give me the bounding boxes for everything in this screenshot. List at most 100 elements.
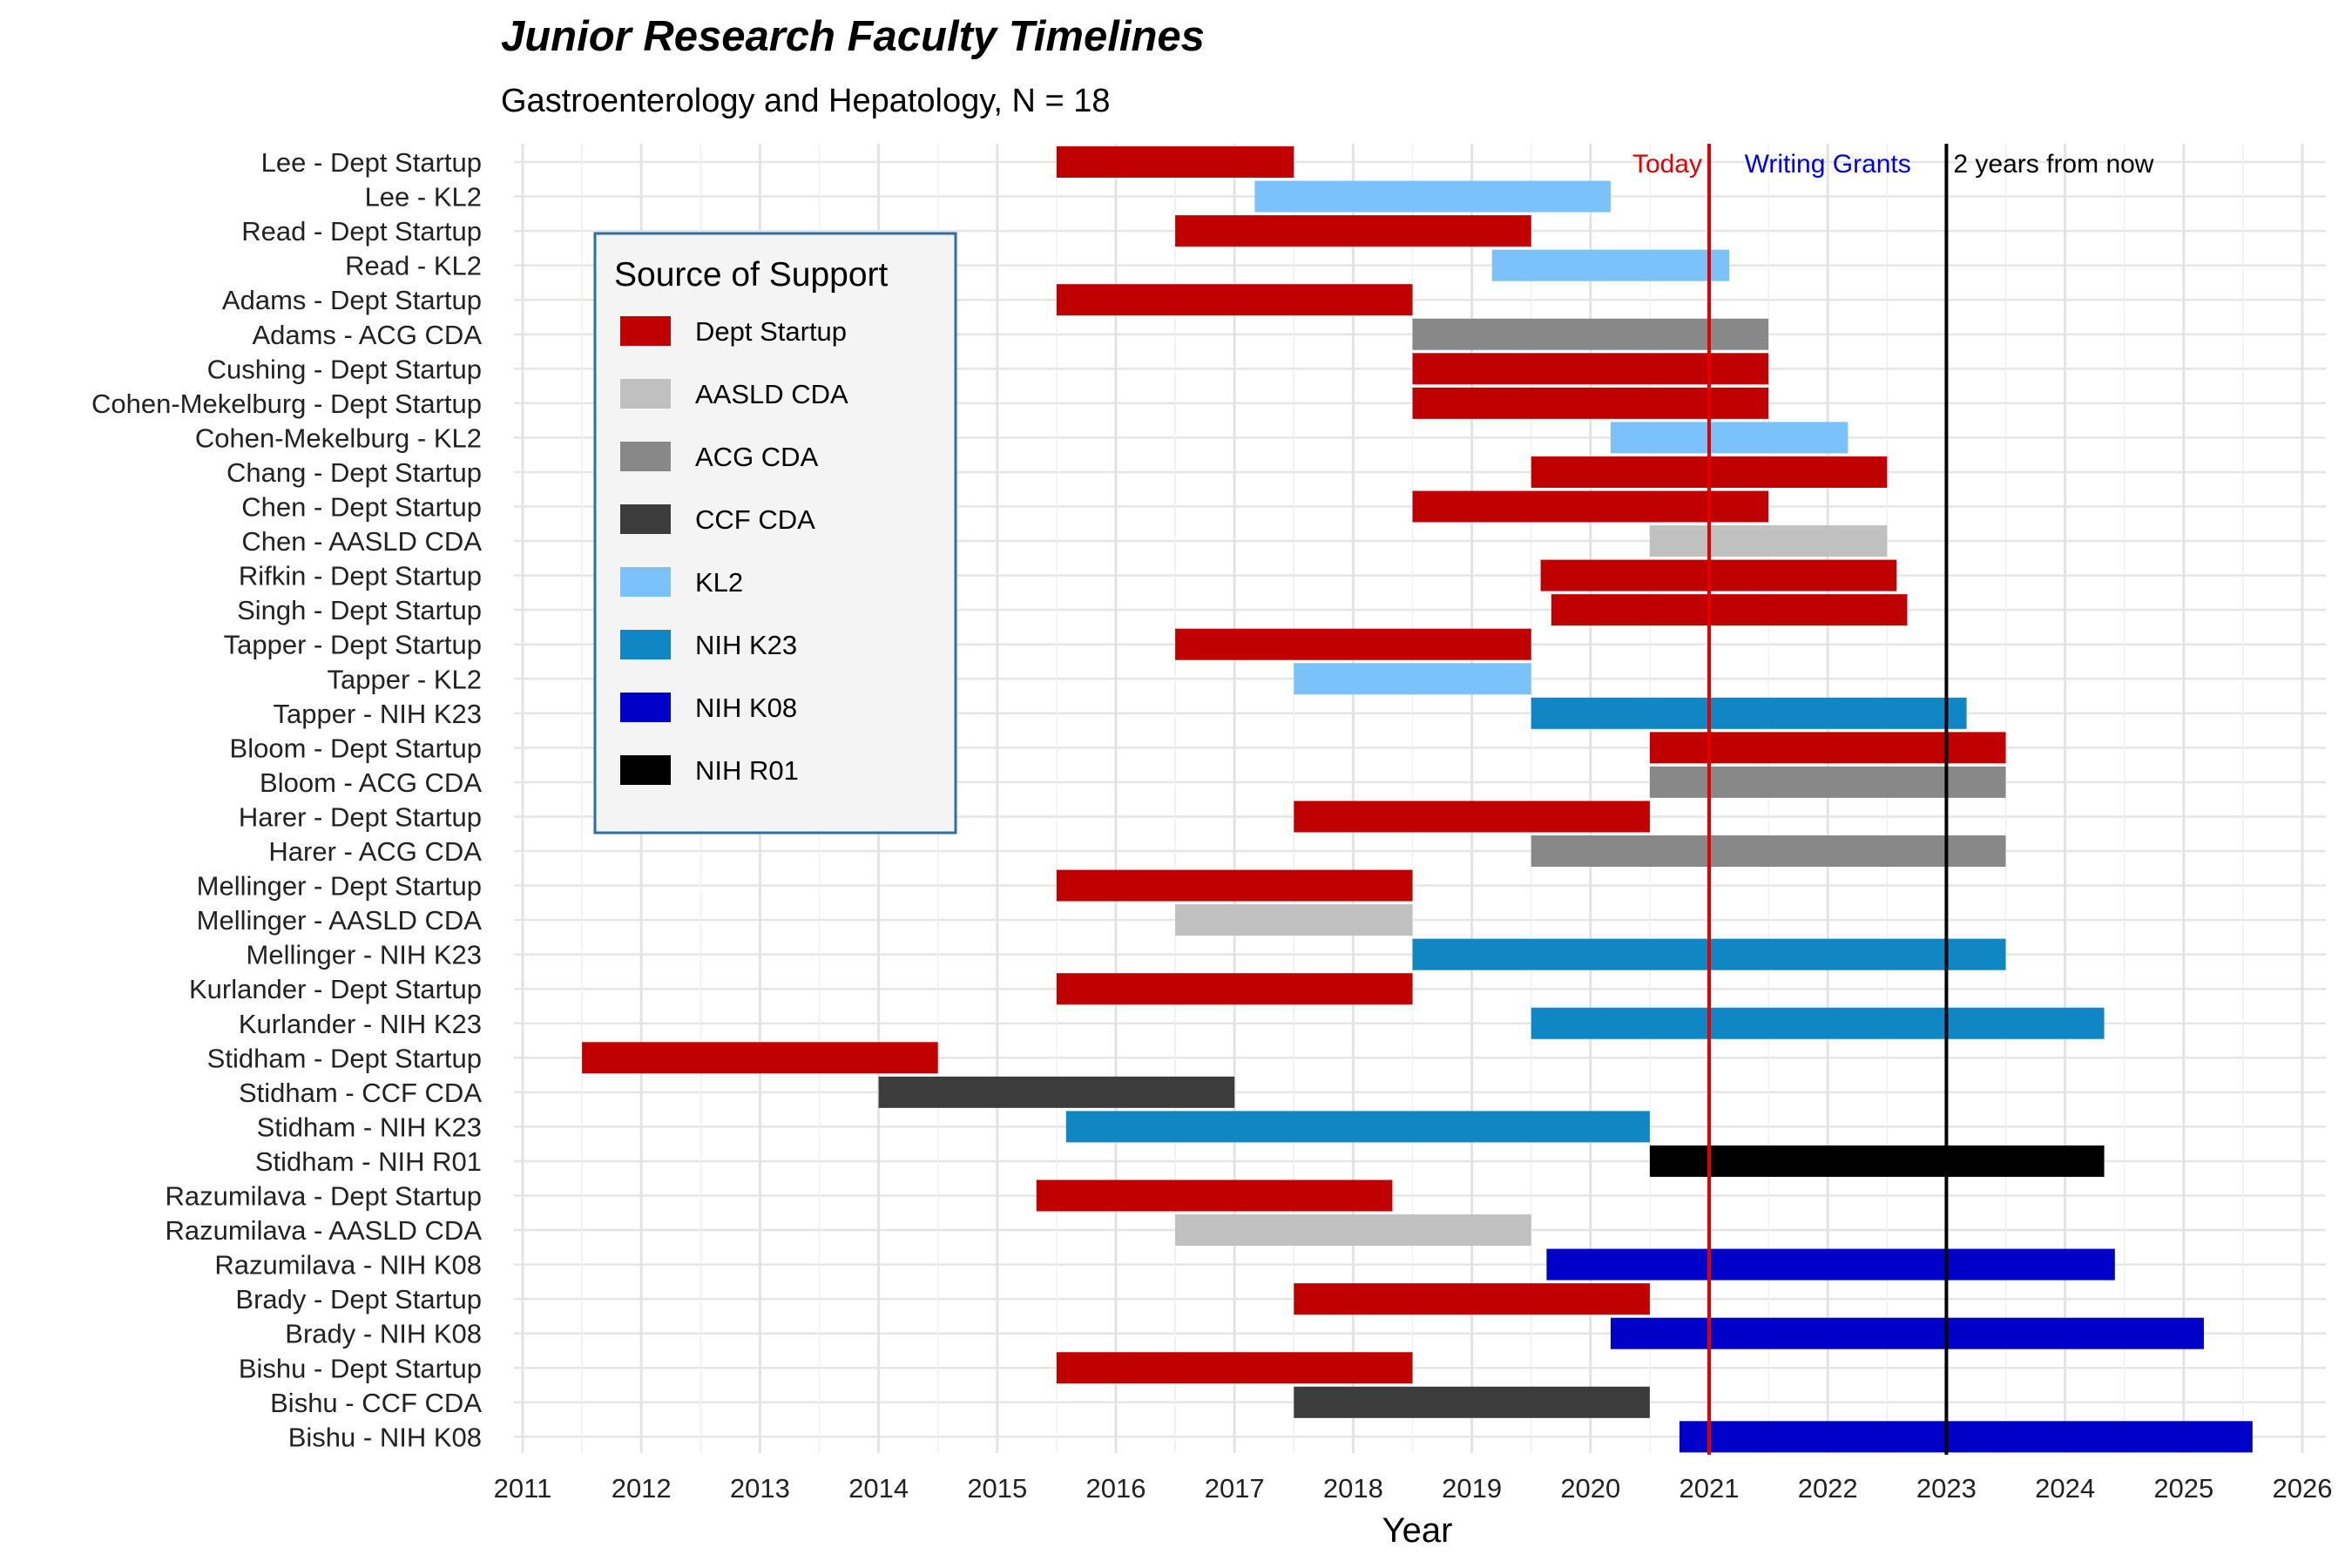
legend-label: AASLD CDA (695, 379, 848, 409)
bar-cohen-mekelburg-kl2 (1610, 422, 1848, 454)
y-tick-label: Chen - Dept Startup (241, 492, 482, 523)
bar-read-dept-startup (1175, 215, 1531, 247)
legend-title: Source of Support (614, 256, 889, 294)
y-tick-label: Bishu - Dept Startup (239, 1353, 482, 1383)
legend-swatch (620, 504, 671, 534)
bar-stidham-ccf-cda (878, 1076, 1235, 1108)
x-tick-label: 2017 (1205, 1473, 1265, 1504)
x-tick-label: 2020 (1560, 1473, 1620, 1504)
y-tick-label: Harer - Dept Startup (239, 801, 482, 832)
bar-singh-dept-startup (1551, 594, 1908, 626)
legend-swatch (620, 693, 671, 722)
legend-swatch (620, 316, 671, 346)
bar-bloom-acg-cda (1649, 766, 2006, 798)
y-tick-label: Tapper - NIH K23 (274, 699, 483, 729)
bar-adams-dept-startup (1056, 284, 1413, 316)
bar-mellinger-dept-startup (1056, 869, 1413, 902)
bar-mellinger-aasld-cda (1175, 904, 1413, 936)
x-tick-label: 2026 (2273, 1473, 2333, 1504)
today-label: Today (1632, 150, 1702, 179)
chart-title: Junior Research Faculty Timelines (501, 13, 1205, 60)
x-tick-label: 2019 (1442, 1473, 1502, 1504)
y-tick-label: Bloom - ACG CDA (260, 767, 482, 798)
y-tick-label: Lee - KL2 (365, 182, 482, 213)
y-tick-label: Bishu - NIH K08 (288, 1422, 482, 1452)
legend-label: Dept Startup (695, 316, 847, 347)
y-tick-label: Kurlander - NIH K23 (239, 1009, 482, 1039)
bar-lee-dept-startup (1056, 146, 1294, 178)
y-tick-label: Cohen-Mekelburg - Dept Startup (91, 389, 482, 419)
bar-kurlander-nih-k23 (1531, 1007, 2105, 1039)
y-tick-label: Chen - AASLD CDA (241, 526, 482, 557)
x-tick-label: 2025 (2153, 1473, 2213, 1504)
y-tick-label: Razumilava - NIH K08 (214, 1250, 482, 1281)
y-tick-label: Read - Dept Startup (241, 216, 482, 247)
y-tick-label: Chang - Dept Startup (226, 457, 482, 488)
legend-label: KL2 (695, 567, 743, 598)
y-tick-label: Tapper - KL2 (328, 664, 483, 694)
y-tick-label: Cushing - Dept Startup (207, 354, 482, 384)
y-tick-label: Brady - Dept Startup (235, 1284, 482, 1315)
x-tick-label: 2012 (612, 1473, 672, 1504)
bar-chen-dept-startup (1412, 490, 1769, 523)
y-tick-label: Stidham - NIH R01 (255, 1146, 482, 1177)
x-tick-label: 2014 (848, 1473, 909, 1504)
writing-grants-label: Writing Grants (1745, 150, 1911, 179)
legend-label: ACG CDA (695, 442, 819, 472)
bar-cohen-mekelburg-dept-startup (1412, 387, 1769, 419)
legend-label: NIH K08 (695, 693, 797, 723)
x-axis-labels: 2011 2012 2013 2014 2015 2016 2017 2018 2019 2020… (494, 1473, 2333, 1504)
bar-brady-dept-startup (1294, 1283, 1650, 1315)
y-tick-label: Adams - Dept Startup (222, 285, 482, 315)
y-tick-label: Tapper - Dept Startup (224, 630, 482, 660)
bar-lee-kl2 (1254, 180, 1611, 213)
y-tick-label: Brady - NIH K08 (285, 1319, 482, 1349)
bar-bishu-dept-startup (1056, 1352, 1413, 1384)
bar-tapper-nih-k23 (1531, 697, 1967, 729)
bar-rifkin-dept-startup (1540, 559, 1897, 591)
bar-stidham-dept-startup (582, 1042, 938, 1074)
y-tick-label: Rifkin - Dept Startup (239, 561, 482, 591)
y-tick-label: Harer - ACG CDA (268, 836, 482, 867)
chart-subtitle: Gastroenterology and Hepatology, N = 18 (501, 83, 1111, 119)
x-tick-label: 2018 (1323, 1473, 1383, 1504)
x-tick-label: 2013 (730, 1473, 790, 1504)
y-tick-label: Kurlander - Dept Startup (189, 974, 482, 1004)
y-tick-label: Singh - Dept Startup (237, 595, 482, 625)
legend-swatch (620, 630, 671, 659)
y-tick-label: Bloom - Dept Startup (230, 733, 482, 763)
bar-bishu-nih-k08 (1679, 1421, 2253, 1453)
legend-swatch (620, 755, 671, 785)
bar-chen-aasld-cda (1649, 525, 1888, 558)
bar-tapper-dept-startup (1175, 628, 1531, 660)
bar-kurlander-dept-startup (1056, 973, 1413, 1005)
bar-stidham-nih-r01 (1649, 1145, 2105, 1177)
two-years-label: 2 years from now (1953, 150, 2153, 179)
y-tick-label: Bishu - CCF CDA (270, 1388, 482, 1418)
y-tick-label: Stidham - Dept Startup (207, 1043, 482, 1073)
bar-razumilava-dept-startup (1036, 1179, 1393, 1212)
bar-razumilava-nih-k08 (1546, 1248, 2115, 1281)
legend-swatch (620, 567, 671, 597)
x-tick-label: 2022 (1798, 1473, 1858, 1504)
x-tick-label: 2015 (967, 1473, 1027, 1504)
y-tick-label: Razumilava - Dept Startup (165, 1181, 482, 1212)
legend-swatch (620, 379, 671, 409)
y-tick-label: Mellinger - Dept Startup (197, 871, 482, 902)
y-tick-label: Stidham - NIH K23 (257, 1112, 482, 1142)
x-tick-label: 2011 (494, 1473, 552, 1504)
bar-adams-acg-cda (1412, 318, 1769, 350)
y-tick-label: Mellinger - AASLD CDA (197, 905, 483, 936)
y-tick-label: Mellinger - NIH K23 (247, 940, 482, 970)
x-tick-label: 2023 (1916, 1473, 1977, 1504)
bar-read-kl2 (1491, 249, 1730, 281)
bar-stidham-nih-k23 (1065, 1111, 1650, 1143)
legend: Source of Support Dept Startup AASLD CDA A… (593, 232, 957, 835)
legend-swatch (620, 442, 671, 471)
legend-label: NIH K23 (695, 630, 797, 660)
legend-label: NIH R01 (695, 755, 799, 786)
bar-cushing-dept-startup (1412, 353, 1769, 385)
x-tick-label: 2021 (1680, 1473, 1740, 1504)
